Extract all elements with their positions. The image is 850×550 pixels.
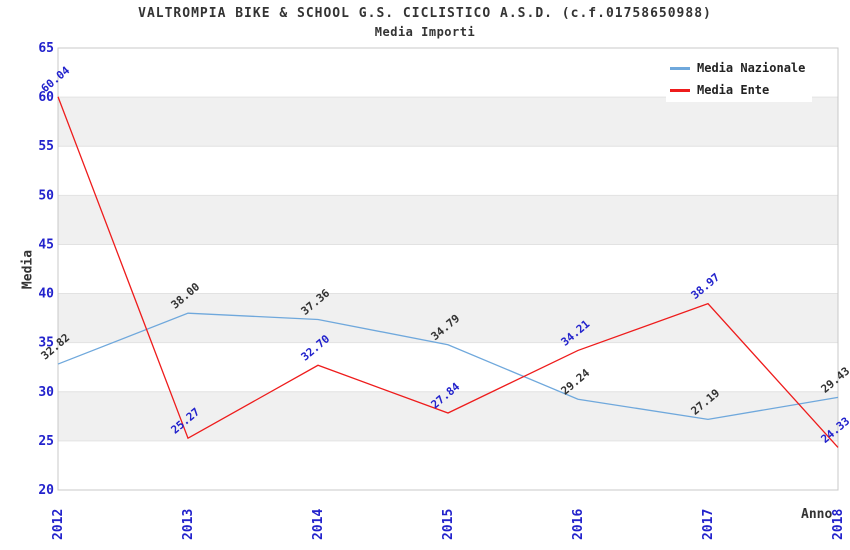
y-tick-label: 40: [38, 287, 54, 302]
x-tick-label: 2017: [701, 509, 716, 540]
y-tick-label: 60: [38, 90, 54, 105]
legend-item-media-nazionale: Media Nazionale: [670, 57, 812, 79]
x-tick-label: 2015: [441, 509, 456, 540]
grid-band: [58, 391, 838, 441]
x-tick-label: 2012: [51, 509, 66, 540]
grid-band: [58, 195, 838, 245]
x-tick-label: 2013: [181, 509, 196, 540]
y-tick-label: 55: [38, 139, 54, 154]
legend-label-media-ente: Media Ente: [697, 83, 770, 97]
y-tick-label: 35: [38, 336, 54, 351]
x-tick-label: 2016: [571, 509, 586, 540]
line-swatch-ente-icon: [670, 88, 690, 92]
series-line-media-ente: [57, 96, 839, 448]
grid-band: [58, 293, 838, 343]
series-line-media-nazionale: [57, 312, 839, 421]
legend-item-media-ente: Media Ente: [670, 79, 812, 101]
x-tick-label: 2018: [831, 509, 846, 540]
y-tick-label: 30: [38, 385, 54, 400]
legend-label-media-nazionale: Media Nazionale: [697, 61, 806, 75]
plot-border: [57, 47, 839, 491]
y-tick-label: 25: [38, 434, 54, 449]
chart-title: VALTROMPIA BIKE & SCHOOL G.S. CICLISTICO…: [138, 6, 712, 21]
chart-subtitle: Media Importi: [374, 25, 476, 39]
y-tick-label: 20: [38, 483, 54, 498]
grid-band: [58, 97, 838, 147]
x-axis-title: Anno: [801, 507, 833, 522]
y-tick-label: 50: [38, 188, 54, 203]
x-tick-label: 2014: [311, 509, 326, 540]
legend: Media Nazionale Media Ente: [666, 54, 812, 102]
point-label-media-ente: 60.04: [39, 64, 73, 95]
y-tick-label: 65: [38, 41, 54, 56]
line-swatch-nazionale-icon: [670, 66, 690, 70]
y-tick-label: 45: [38, 237, 54, 252]
point-label-media-nazionale: 29.43: [819, 364, 850, 395]
